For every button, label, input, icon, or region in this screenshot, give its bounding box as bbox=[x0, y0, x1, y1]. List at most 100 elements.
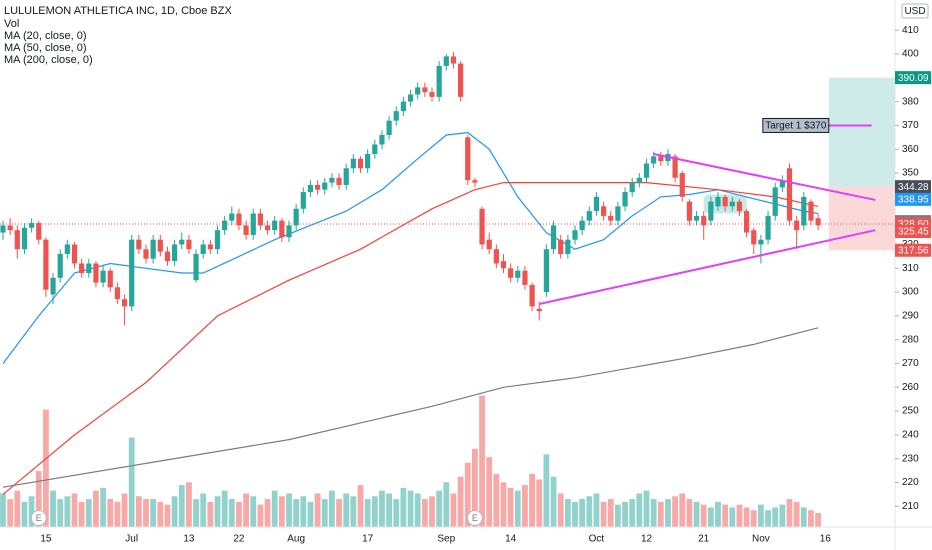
volume-bar bbox=[128, 437, 135, 527]
candle-body bbox=[450, 56, 457, 64]
x-tick-label: Oct bbox=[589, 534, 605, 545]
axes: 2102202302402502602702802903003103203303… bbox=[40, 25, 931, 545]
volume-bar bbox=[665, 499, 671, 527]
candle-body bbox=[708, 201, 714, 221]
volume-bar bbox=[214, 496, 221, 527]
candle-body bbox=[565, 239, 571, 254]
volume-bar bbox=[221, 490, 228, 527]
volume-bar bbox=[307, 501, 314, 527]
volume-bar bbox=[157, 501, 164, 527]
volume-bar bbox=[600, 501, 607, 527]
candle-body bbox=[279, 220, 285, 238]
candle-body bbox=[336, 177, 342, 185]
candle-body bbox=[193, 253, 199, 281]
candle-body bbox=[343, 168, 349, 185]
volume-bar bbox=[772, 507, 779, 527]
candle-body bbox=[436, 65, 442, 97]
y-tick-label: 380 bbox=[902, 96, 919, 107]
candle-body bbox=[393, 111, 399, 121]
candle-body bbox=[157, 239, 163, 252]
x-tick-label: Sep bbox=[437, 534, 455, 545]
x-tick-label: 22 bbox=[233, 534, 245, 545]
volume-bar bbox=[121, 493, 128, 527]
y-tick-label: 300 bbox=[902, 287, 919, 298]
candle-body bbox=[207, 244, 213, 250]
currency-box[interactable] bbox=[901, 3, 929, 19]
x-tick-label: 15 bbox=[40, 534, 52, 545]
price-tag-label: 338.95 bbox=[898, 194, 929, 205]
event-label: E bbox=[36, 513, 42, 523]
volume-bar bbox=[143, 499, 149, 527]
candle-body bbox=[400, 101, 406, 112]
candle-body bbox=[222, 220, 228, 231]
volume-bar bbox=[607, 499, 614, 527]
volume-bar bbox=[629, 499, 636, 527]
volume-bar bbox=[293, 499, 300, 527]
candle-body bbox=[136, 239, 142, 250]
candle-body bbox=[443, 56, 449, 66]
volume-bar bbox=[0, 493, 6, 527]
volume-bar bbox=[386, 493, 392, 527]
volume-bar bbox=[300, 496, 307, 527]
candle-body bbox=[200, 244, 206, 254]
price-tag-label: 325.45 bbox=[898, 227, 929, 238]
candle-body bbox=[186, 239, 192, 250]
candle-body bbox=[593, 196, 600, 212]
volume-bar bbox=[443, 482, 450, 527]
moving-average bbox=[2, 182, 819, 495]
volume-bar bbox=[14, 490, 21, 527]
candle-body bbox=[493, 249, 499, 264]
y-tick-label: 260 bbox=[902, 382, 919, 393]
candle-body bbox=[486, 239, 492, 250]
candle-body bbox=[508, 268, 514, 278]
volume-bar bbox=[479, 395, 485, 527]
volume-bar bbox=[200, 493, 207, 527]
candle-body bbox=[722, 196, 728, 207]
candle-body bbox=[608, 215, 614, 221]
candle-body bbox=[307, 184, 314, 193]
candle-body bbox=[658, 156, 664, 162]
candle-body bbox=[572, 230, 578, 240]
volume-bar bbox=[207, 501, 214, 527]
candle-body bbox=[315, 184, 321, 190]
candle-body bbox=[36, 223, 42, 240]
price-tag bbox=[895, 224, 931, 238]
volume-bar bbox=[314, 493, 321, 527]
x-tick-label: 16 bbox=[820, 534, 832, 545]
candle-body bbox=[407, 94, 414, 102]
candle-body bbox=[643, 163, 650, 178]
volume-bar bbox=[715, 501, 721, 527]
candle-body bbox=[415, 87, 421, 95]
candle-body bbox=[765, 215, 771, 240]
candle-body bbox=[379, 134, 385, 145]
volume-bar bbox=[743, 507, 750, 527]
volume-bar bbox=[808, 510, 814, 527]
candle-body bbox=[586, 211, 592, 221]
candle-body bbox=[372, 144, 378, 155]
candle-body bbox=[758, 239, 764, 245]
candle-body bbox=[615, 206, 621, 221]
y-tick-label: 360 bbox=[902, 144, 919, 155]
volume-bar bbox=[436, 490, 443, 527]
candle-body bbox=[114, 287, 120, 300]
target-label: Target 1 $370 bbox=[765, 121, 827, 132]
volume-bar bbox=[64, 496, 71, 527]
candle-body bbox=[243, 225, 249, 235]
volume-bar bbox=[643, 490, 650, 527]
volume-bar bbox=[236, 501, 242, 527]
volume-bar bbox=[429, 496, 435, 527]
trend-line bbox=[653, 153, 876, 201]
candle-body bbox=[601, 206, 607, 216]
volume-bar bbox=[636, 493, 643, 527]
x-tick-label: 12 bbox=[641, 534, 653, 545]
candle-body bbox=[786, 168, 793, 221]
volume-bar bbox=[786, 499, 793, 527]
price-tag-label: 317.56 bbox=[898, 245, 929, 256]
volume-bar bbox=[593, 493, 600, 527]
candle-body bbox=[579, 220, 585, 231]
y-tick-label: 290 bbox=[902, 311, 919, 322]
candle-body bbox=[651, 156, 657, 164]
candle-body bbox=[515, 270, 521, 278]
volume-bar bbox=[193, 499, 199, 527]
